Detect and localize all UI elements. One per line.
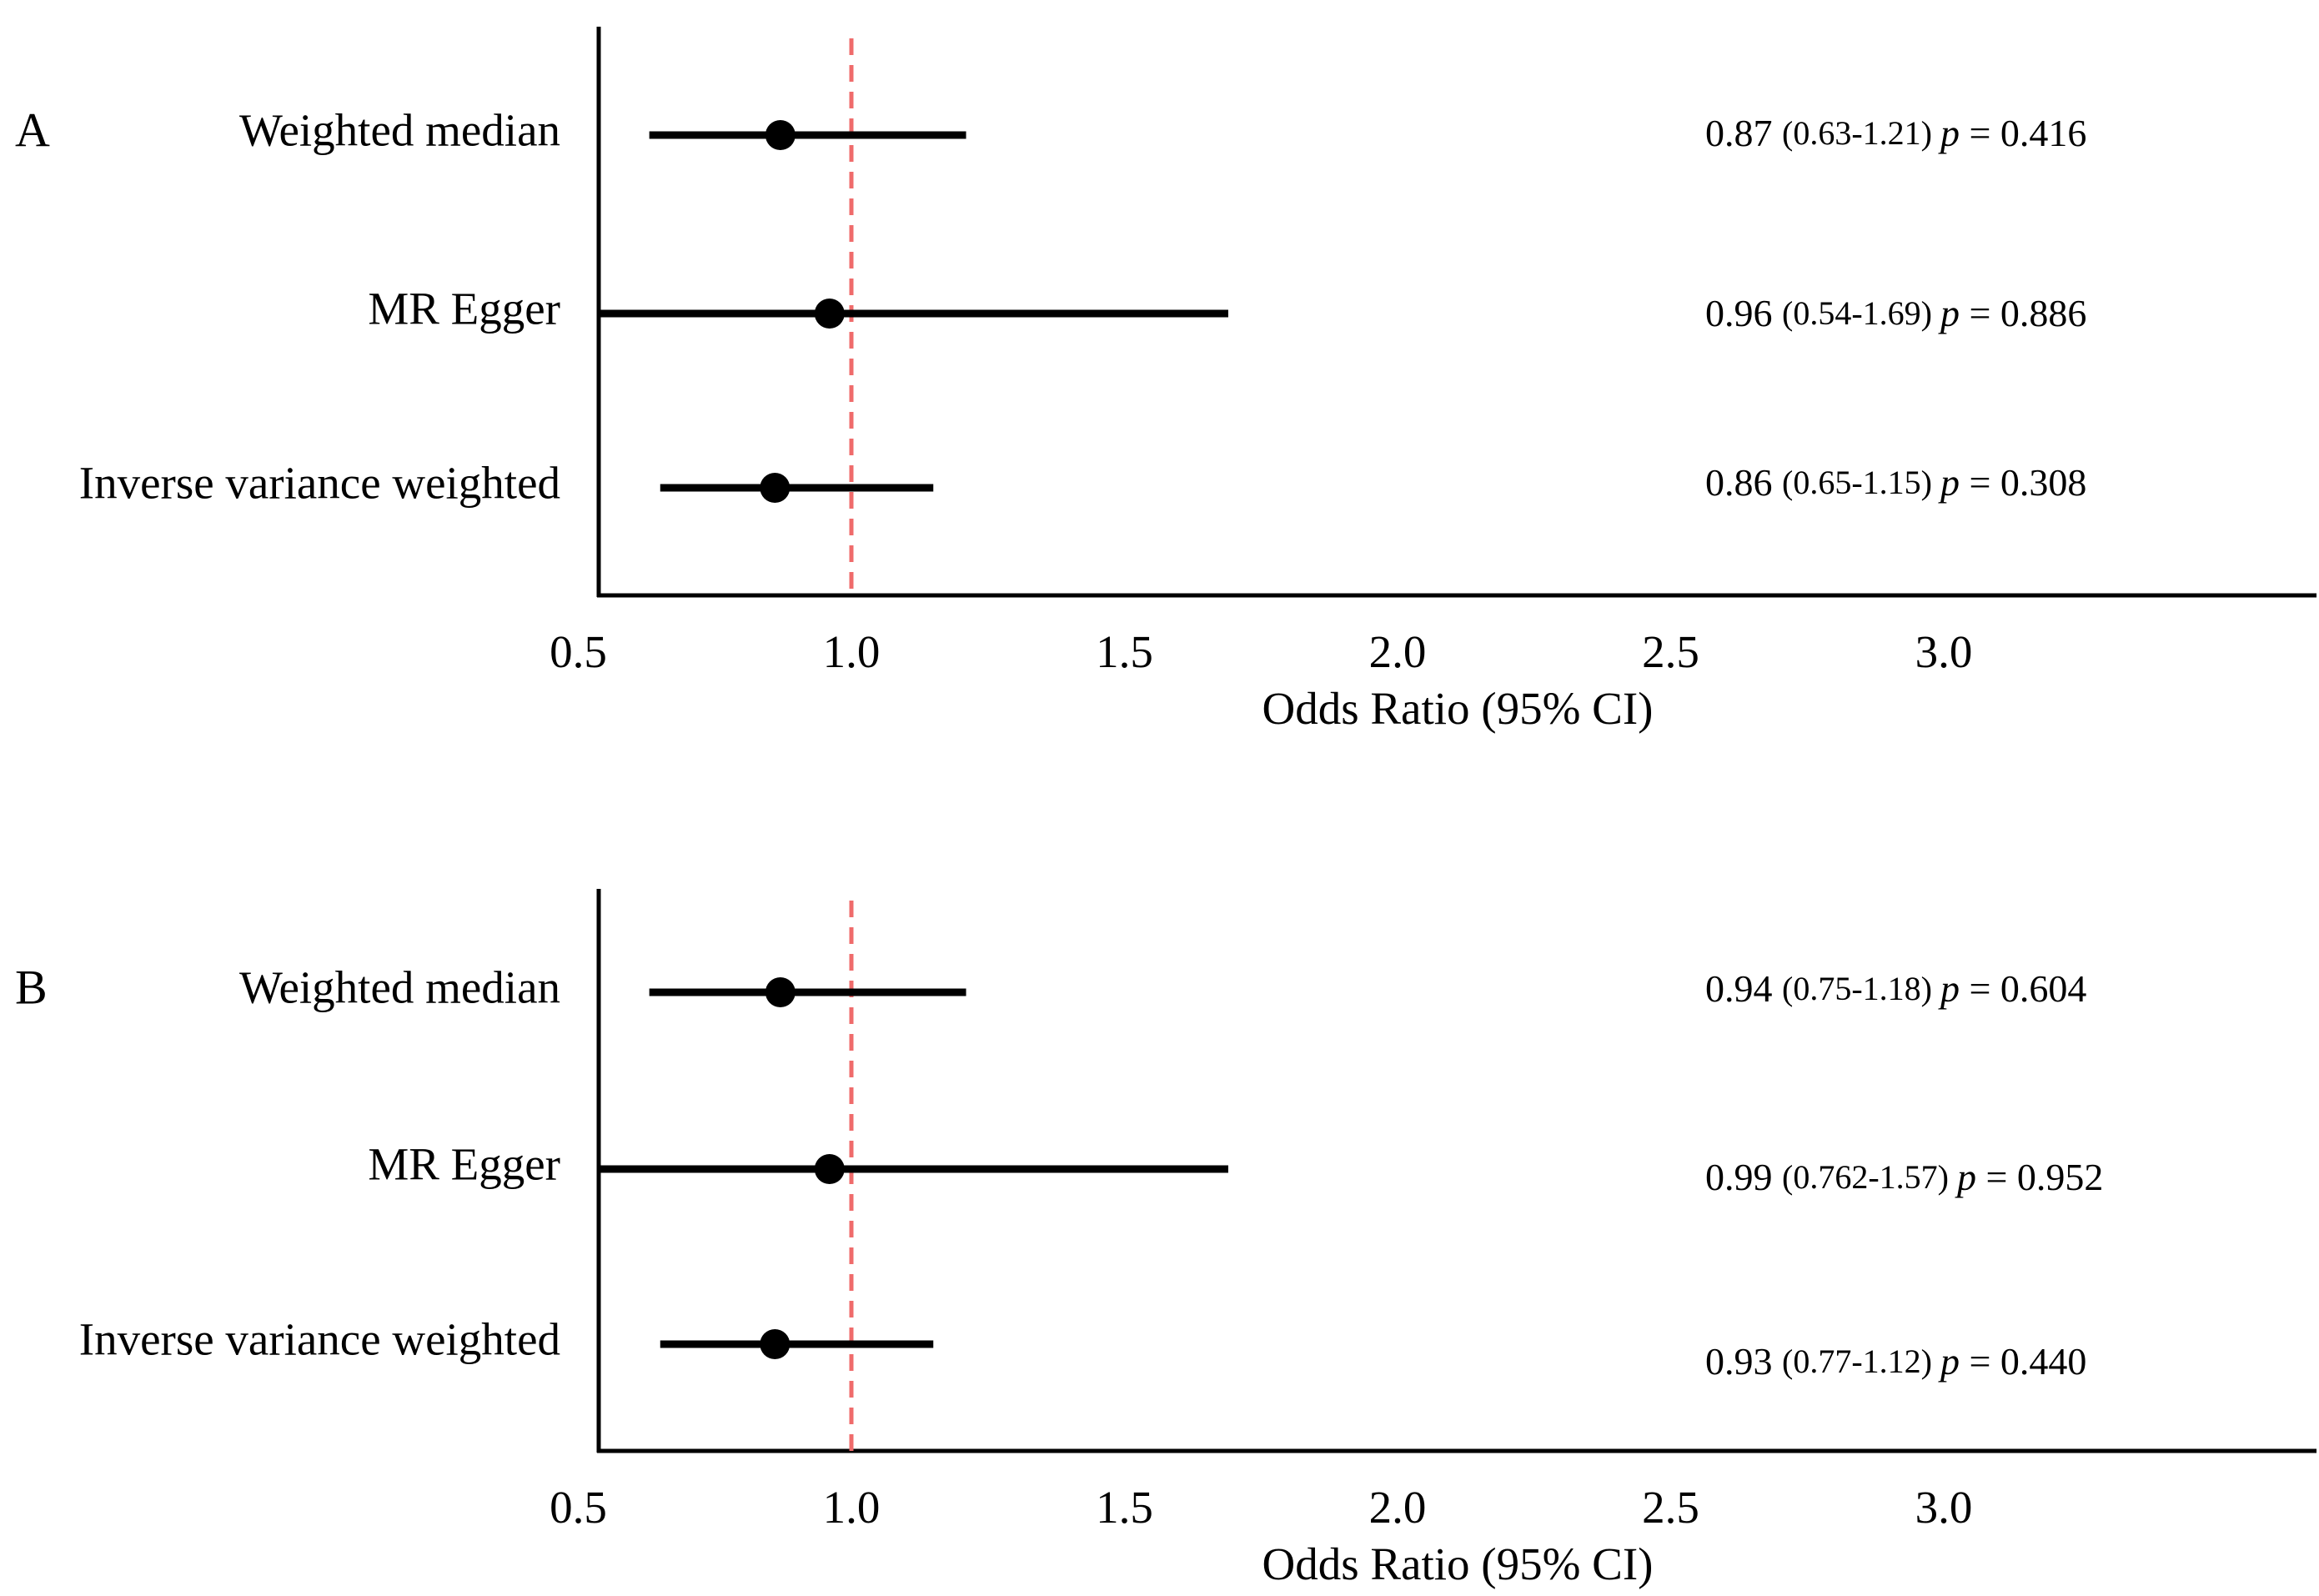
confidence-interval: (0.75-1.18) <box>1782 970 1940 1007</box>
forest-panel-a: A 0.5 1.0 1.5 2.0 2.5 3.0 Odds Ratio (95% CI) We… <box>15 27 2316 734</box>
point-estimate-marker <box>760 473 791 503</box>
x-tick-label: 0.5 <box>550 626 607 677</box>
result-text: 0.87 (0.63-1.21) p = 0.416 <box>1705 112 2086 154</box>
x-tick-label: 1.0 <box>823 626 881 677</box>
result-text: 0.96 (0.54-1.69) p = 0.886 <box>1705 292 2086 334</box>
p-value: = 0.952 <box>1976 1156 2103 1198</box>
p-label: p <box>1938 967 1960 1010</box>
method-label: Weighted median <box>239 105 560 156</box>
x-tick-label: 2.5 <box>1642 626 1699 677</box>
point-estimate-marker <box>814 299 845 329</box>
method-label: Inverse variance weighted <box>79 1314 560 1365</box>
p-value: = 0.604 <box>1960 967 2086 1010</box>
p-label: p <box>1938 112 1960 154</box>
x-axis-title: Odds Ratio (95% CI) <box>1262 683 1654 734</box>
estimate-value: 0.96 <box>1705 292 1782 334</box>
estimate-value: 0.99 <box>1705 1156 1782 1198</box>
x-tick-label: 0.5 <box>550 1482 607 1533</box>
x-tick-label: 3.0 <box>1915 626 1973 677</box>
point-estimate-marker <box>760 1329 791 1359</box>
confidence-interval: (0.762-1.57) <box>1782 1158 1957 1196</box>
x-tick-label: 1.5 <box>1096 626 1153 677</box>
confidence-interval: (0.77-1.12) <box>1782 1343 1940 1380</box>
point-estimate-marker <box>765 120 796 150</box>
forest-row: Weighted median 0.87 (0.63-1.21) p = 0.41… <box>239 105 2086 156</box>
p-value: = 0.886 <box>1960 292 2086 334</box>
forest-panel-b: B 0.5 1.0 1.5 2.0 2.5 3.0 Odds Ratio (95% CI) We… <box>15 889 2316 1589</box>
estimate-value: 0.94 <box>1705 967 1782 1010</box>
x-tick-label: 1.5 <box>1096 1482 1153 1533</box>
confidence-interval: (0.65-1.15) <box>1782 464 1940 501</box>
forest-row: Weighted median 0.94 (0.75-1.18) p = 0.60… <box>239 962 2086 1013</box>
estimate-value: 0.87 <box>1705 112 1782 154</box>
method-label: Weighted median <box>239 962 560 1013</box>
result-text: 0.86 (0.65-1.15) p = 0.308 <box>1705 461 2086 504</box>
p-label: p <box>1955 1156 1976 1198</box>
panel-letter: A <box>15 103 50 157</box>
result-text: 0.99 (0.762-1.57) p = 0.952 <box>1705 1156 2103 1198</box>
forest-row: Inverse variance weighted 0.93 (0.77-1.12… <box>79 1314 2087 1383</box>
x-axis-title: Odds Ratio (95% CI) <box>1262 1538 1654 1589</box>
method-label: MR Egger <box>368 1139 560 1190</box>
point-estimate-marker <box>814 1154 845 1184</box>
p-label: p <box>1938 1340 1960 1383</box>
p-value: = 0.308 <box>1960 461 2086 504</box>
estimate-value: 0.86 <box>1705 461 1782 504</box>
result-text: 0.94 (0.75-1.18) p = 0.604 <box>1705 967 2086 1010</box>
forest-row: MR Egger 0.96 (0.54-1.69) p = 0.886 <box>368 284 2086 334</box>
confidence-interval: (0.63-1.21) <box>1782 114 1940 152</box>
x-tick-label: 2.0 <box>1369 1482 1427 1533</box>
x-tick-label: 2.0 <box>1369 626 1427 677</box>
result-text: 0.93 (0.77-1.12) p = 0.440 <box>1705 1340 2086 1383</box>
forest-row: Inverse variance weighted 0.86 (0.65-1.15… <box>79 458 2087 509</box>
panel-letter: B <box>15 960 48 1014</box>
x-tick-label: 2.5 <box>1642 1482 1699 1533</box>
confidence-interval: (0.54-1.69) <box>1782 294 1940 332</box>
x-tick-label: 1.0 <box>823 1482 881 1533</box>
p-value: = 0.440 <box>1960 1340 2086 1383</box>
method-label: Inverse variance weighted <box>79 458 560 509</box>
method-label: MR Egger <box>368 284 560 334</box>
p-label: p <box>1938 461 1960 504</box>
point-estimate-marker <box>765 977 796 1007</box>
p-value: = 0.416 <box>1960 112 2086 154</box>
p-label: p <box>1938 292 1960 334</box>
estimate-value: 0.93 <box>1705 1340 1782 1383</box>
x-tick-label: 3.0 <box>1915 1482 1973 1533</box>
forest-row: MR Egger 0.99 (0.762-1.57) p = 0.952 <box>368 1139 2103 1198</box>
